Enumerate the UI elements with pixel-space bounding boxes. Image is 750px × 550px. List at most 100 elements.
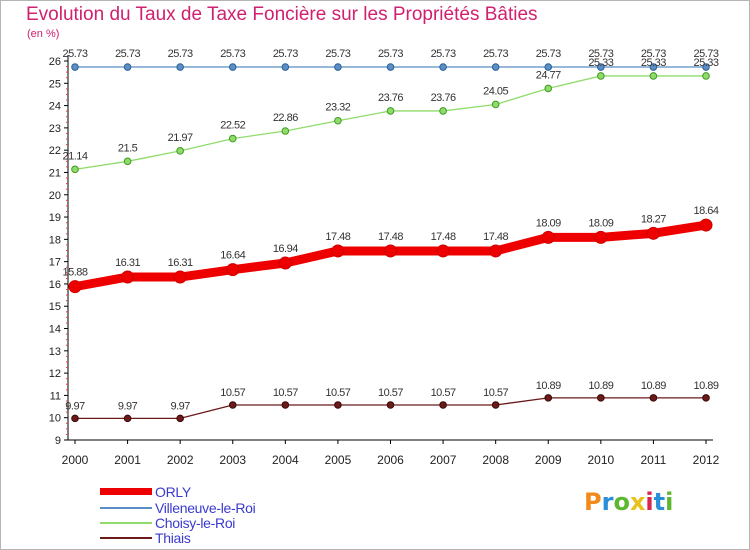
data-label-villeneuve-le-roi: 25.73	[62, 48, 87, 60]
data-label-orly: 18.64	[693, 205, 718, 217]
x-tick-label: 2008	[482, 453, 509, 467]
data-label-thiais: 10.89	[693, 380, 718, 392]
data-point-villeneuve-le-roi	[228, 63, 237, 71]
logo-letter: i	[645, 488, 654, 516]
data-point-villeneuve-le-roi	[334, 63, 342, 71]
data-point-thiais	[702, 394, 710, 402]
data-label-choisy-le-roi: 22.86	[273, 112, 298, 124]
data-point-villeneuve-le-roi	[281, 63, 290, 71]
data-label-villeneuve-le-roi: 25.73	[325, 48, 350, 60]
data-label-thiais: 9.97	[170, 400, 190, 412]
logo-letter: r	[601, 488, 614, 516]
y-tick-label: 12	[49, 368, 61, 380]
data-point-thiais	[123, 414, 132, 423]
data-label-thiais: 9.97	[118, 400, 138, 412]
data-point-orly	[173, 270, 187, 284]
data-point-villeneuve-le-roi	[386, 63, 395, 71]
data-label-choisy-le-roi: 21.14	[62, 150, 87, 162]
x-tick-label: 2010	[587, 453, 614, 467]
data-label-villeneuve-le-roi: 25.73	[483, 48, 508, 60]
x-tick-label: 2009	[535, 453, 562, 467]
data-point-orly	[226, 263, 240, 277]
data-point-villeneuve-le-roi	[597, 63, 605, 71]
y-tick-label: 20	[49, 190, 61, 202]
data-point-choisy-le-roi	[439, 107, 447, 115]
data-point-villeneuve-le-roi	[702, 63, 710, 71]
y-tick-label: 9	[55, 435, 61, 447]
x-tick-label: 2001	[114, 453, 141, 467]
data-point-choisy-le-roi	[597, 72, 605, 80]
logo-letter: o	[613, 488, 630, 516]
chart-title: Evolution du Taux de Taxe Foncière sur l…	[26, 4, 538, 25]
data-point-villeneuve-le-roi	[544, 63, 553, 71]
data-label-thiais: 10.57	[220, 387, 245, 399]
data-label-thiais: 10.57	[273, 387, 298, 399]
logo-letter: t	[653, 488, 666, 516]
data-point-choisy-le-roi	[334, 116, 342, 125]
data-point-choisy-le-roi	[123, 157, 132, 166]
data-label-orly: 18.09	[588, 217, 613, 229]
y-tick-label: 15	[49, 301, 61, 313]
legend-label-orly: ORLY	[155, 484, 191, 500]
data-point-orly	[68, 280, 82, 294]
y-tick-label: 21	[49, 167, 61, 179]
data-point-villeneuve-le-roi	[649, 63, 658, 71]
data-label-orly: 17.48	[325, 231, 350, 243]
data-point-choisy-le-roi	[281, 127, 290, 135]
data-label-villeneuve-le-roi: 25.73	[115, 48, 140, 60]
data-label-orly: 17.48	[431, 231, 456, 243]
data-point-thiais	[334, 401, 342, 409]
data-label-villeneuve-le-roi: 25.73	[641, 48, 666, 60]
data-label-orly: 16.94	[273, 243, 298, 255]
data-label-orly: 16.64	[220, 250, 245, 262]
data-point-orly	[121, 270, 135, 284]
data-label-thiais: 10.57	[431, 387, 456, 399]
y-tick-label: 19	[49, 212, 61, 224]
y-tick-label: 26	[49, 56, 61, 68]
data-point-orly	[489, 244, 503, 258]
data-point-thiais	[71, 414, 79, 423]
x-tick-label: 2005	[325, 453, 352, 467]
data-label-choisy-le-roi: 25.33	[641, 57, 666, 69]
data-point-choisy-le-roi	[176, 147, 184, 155]
data-point-thiais	[649, 394, 658, 402]
logo-letter: i	[665, 488, 674, 516]
data-point-choisy-le-roi	[544, 84, 553, 93]
legend-label-villeneuve-le-roi: Villeneuve-le-Roi	[155, 500, 256, 516]
data-point-villeneuve-le-roi	[439, 63, 447, 71]
x-tick-label: 2002	[167, 453, 194, 467]
y-tick-label: 22	[49, 145, 61, 157]
legend-label-choisy-le-roi: Choisy-le-Roi	[155, 515, 236, 531]
data-point-choisy-le-roi	[71, 165, 79, 174]
data-point-choisy-le-roi	[386, 107, 395, 115]
x-tick-label: 2000	[62, 453, 89, 467]
data-label-orly: 18.09	[536, 217, 561, 229]
x-tick-label: 2006	[377, 453, 404, 467]
legend-swatch-orly	[100, 488, 152, 495]
logo-letter: P	[584, 488, 602, 516]
data-point-thiais	[597, 394, 605, 402]
data-label-thiais: 9.97	[65, 400, 85, 412]
data-label-orly: 18.27	[641, 213, 666, 225]
legend-swatch-choisy-le-roi	[100, 522, 152, 524]
data-point-villeneuve-le-roi	[123, 63, 132, 71]
data-label-thiais: 10.57	[325, 387, 350, 399]
y-tick-label: 10	[49, 413, 61, 425]
data-point-thiais	[491, 401, 500, 409]
data-point-orly	[331, 244, 345, 258]
y-tick-label: 25	[49, 78, 61, 90]
data-label-villeneuve-le-roi: 25.73	[431, 48, 456, 60]
data-label-villeneuve-le-roi: 25.73	[378, 48, 403, 60]
data-label-villeneuve-le-roi: 25.73	[536, 48, 561, 60]
data-point-choisy-le-roi	[702, 72, 710, 80]
proxiti-logo: Proxiti	[584, 488, 673, 516]
y-tick-label: 17	[49, 257, 61, 269]
data-label-villeneuve-le-roi: 25.73	[273, 48, 298, 60]
data-label-orly: 16.31	[115, 257, 140, 269]
y-tick-label: 11	[50, 390, 61, 402]
data-label-villeneuve-le-roi: 25.73	[693, 48, 718, 60]
data-point-orly	[436, 244, 450, 258]
data-point-orly	[699, 218, 713, 232]
unit-label: (en %)	[27, 28, 60, 40]
